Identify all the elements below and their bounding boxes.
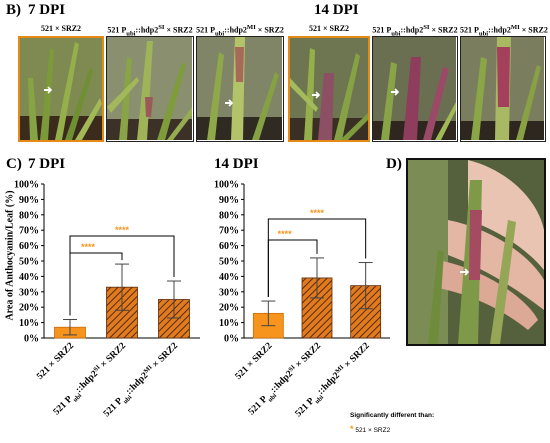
y-tick-label: 0% <box>224 334 239 345</box>
photo-7dpi-control <box>18 36 104 142</box>
y-tick-label: 40% <box>19 272 39 283</box>
panel-b-letter: B) <box>6 2 21 18</box>
photo-7dpi-mi <box>196 36 284 142</box>
y-tick-label: 10% <box>19 318 39 329</box>
y-tick-label: 60% <box>219 241 239 252</box>
legend-entry-label: 521 × SRZ2 <box>355 427 391 434</box>
photo-14dpi-mi <box>460 36 546 142</box>
y-tick-label: 30% <box>219 287 239 298</box>
photo-14dpi-si <box>372 36 458 142</box>
significance-label: **** <box>81 242 96 252</box>
significance-bracket <box>69 235 175 316</box>
y-tick-label: 70% <box>19 226 39 237</box>
y-tick-label: 70% <box>219 226 239 237</box>
chart-14dpi: 0% 10% 20% 30% 40% 50% 60% 70% 80% 90% 100% 521 × S… <box>214 180 390 419</box>
legend-title: Significantly different than: <box>350 412 435 419</box>
legend-entry: * 521 × SRZ2 <box>350 424 390 434</box>
photo-label-7dpi-mi: 521 Pubi::hdp2MI × SRZ2 <box>196 24 284 38</box>
y-tick-label: 90% <box>219 195 239 206</box>
photo-label-14dpi-si: 521 Pubi::hdp2SI × SRZ2 <box>372 24 458 38</box>
x-tick-label: 521 × SRZ2 <box>35 341 76 382</box>
y-tick-label: 80% <box>19 210 39 221</box>
photo-7dpi-si <box>106 36 194 142</box>
y-tick-label: 0% <box>24 334 39 345</box>
y-tick-label: 60% <box>19 241 39 252</box>
significance-bracket <box>267 218 367 298</box>
photo-14dpi-control <box>288 36 370 142</box>
y-tick-label: 50% <box>219 257 239 268</box>
y-tick-label: 10% <box>219 318 239 329</box>
photo-label-14dpi-control: 521 × SRZ2 <box>308 24 350 33</box>
y-tick-label: 50% <box>19 257 39 268</box>
significance-label: **** <box>115 225 130 235</box>
panel-d-letter: D) <box>386 156 402 172</box>
significance-label: **** <box>310 208 325 218</box>
y-tick-label: 20% <box>19 303 39 314</box>
y-tick-label: 90% <box>19 195 39 206</box>
photo-label-7dpi-control: 521 × SRZ2 <box>40 24 82 33</box>
panel-c-7dpi-title: 7 DPI <box>28 156 66 172</box>
y-tick-label: 100% <box>14 180 39 191</box>
panel-b-7dpi-title: 7 DPI <box>28 2 66 18</box>
x-tick-label: 521 × SRZ2 <box>234 341 275 382</box>
panel-c-14dpi-title: 14 DPI <box>214 156 259 172</box>
significance-label: **** <box>278 229 293 239</box>
legend-star-icon: * <box>350 424 354 434</box>
y-tick-label: 80% <box>219 210 239 221</box>
chart-7dpi: 0% 10% 20% 30% 40% 50% 60% 70% 80% 90% 100% 521 × S… <box>14 180 200 419</box>
y-tick-label: 30% <box>19 287 39 298</box>
panel-c-letter: C) <box>6 156 22 172</box>
photo-label-14dpi-mi: 521 Pubi::hdp2MI × SRZ2 <box>460 24 548 38</box>
y-tick-label: 100% <box>214 180 239 191</box>
y-tick-label: 20% <box>219 303 239 314</box>
y-tick-label: 40% <box>219 272 239 283</box>
photo-panel-d <box>406 158 546 346</box>
panel-b-14dpi-title: 14 DPI <box>314 2 359 18</box>
photo-label-7dpi-si: 521 Pubi::hdp2SI × SRZ2 <box>107 24 193 38</box>
